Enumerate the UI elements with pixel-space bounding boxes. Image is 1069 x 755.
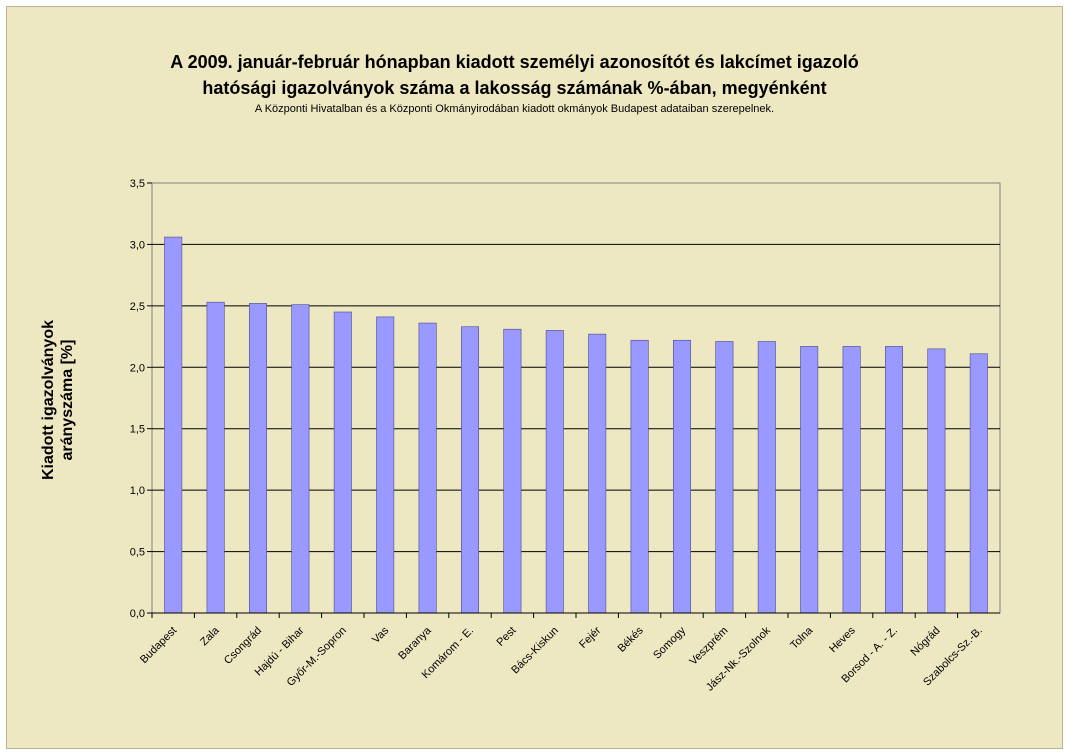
bar xyxy=(757,341,776,614)
x-category-label: Baranya xyxy=(396,624,434,662)
y-tick-label: 0,5 xyxy=(130,547,145,559)
x-category-label: Zala xyxy=(198,624,222,648)
x-category-label: Nógrád xyxy=(909,625,943,659)
x-category-label: Csongrád xyxy=(222,625,264,667)
bar xyxy=(800,346,819,614)
bar xyxy=(545,330,564,614)
bar xyxy=(461,326,479,614)
x-category-label: Somogy xyxy=(651,624,688,661)
x-category-label: Pest xyxy=(494,625,518,649)
bar xyxy=(376,316,395,614)
x-category-label: Heves xyxy=(827,624,858,655)
chart-title-line-2: hatósági igazolványok száma a lakosság s… xyxy=(202,78,827,98)
bar xyxy=(291,304,310,614)
bar xyxy=(503,328,522,614)
bar xyxy=(418,322,437,614)
bar xyxy=(630,339,649,614)
bar xyxy=(333,311,352,614)
bar xyxy=(206,301,225,614)
x-category-label: Tolna xyxy=(788,624,816,652)
x-category-label: Békés xyxy=(616,624,646,654)
bar xyxy=(842,346,861,614)
plot-area xyxy=(151,182,1001,614)
chart-subtitle: A Központi Hivatalban és a Központi Okmá… xyxy=(254,103,775,115)
y-tick-label: 2,0 xyxy=(130,362,145,374)
bar xyxy=(885,346,903,614)
bar xyxy=(588,333,607,614)
bar xyxy=(969,353,988,614)
bar xyxy=(164,236,183,614)
y-tick-label: 1,0 xyxy=(130,485,145,497)
y-tick-label: 2,5 xyxy=(130,301,145,313)
bar xyxy=(927,348,946,614)
y-tick-label: 0,0 xyxy=(130,608,145,620)
y-tick-label: 3,5 xyxy=(130,178,145,190)
x-category-label: Veszprém xyxy=(687,625,730,668)
x-category-label: Budapest xyxy=(138,625,179,666)
y-tick-label: 1,5 xyxy=(130,424,145,436)
chart-title-line-1: A 2009. január-február hónapban kiadott … xyxy=(170,52,859,72)
y-tick-label: 3,0 xyxy=(130,239,145,251)
bar xyxy=(673,339,691,614)
x-category-label: Fejér xyxy=(577,624,603,650)
bar xyxy=(715,341,734,614)
x-category-label: Vas xyxy=(370,624,392,646)
bar xyxy=(249,303,267,614)
